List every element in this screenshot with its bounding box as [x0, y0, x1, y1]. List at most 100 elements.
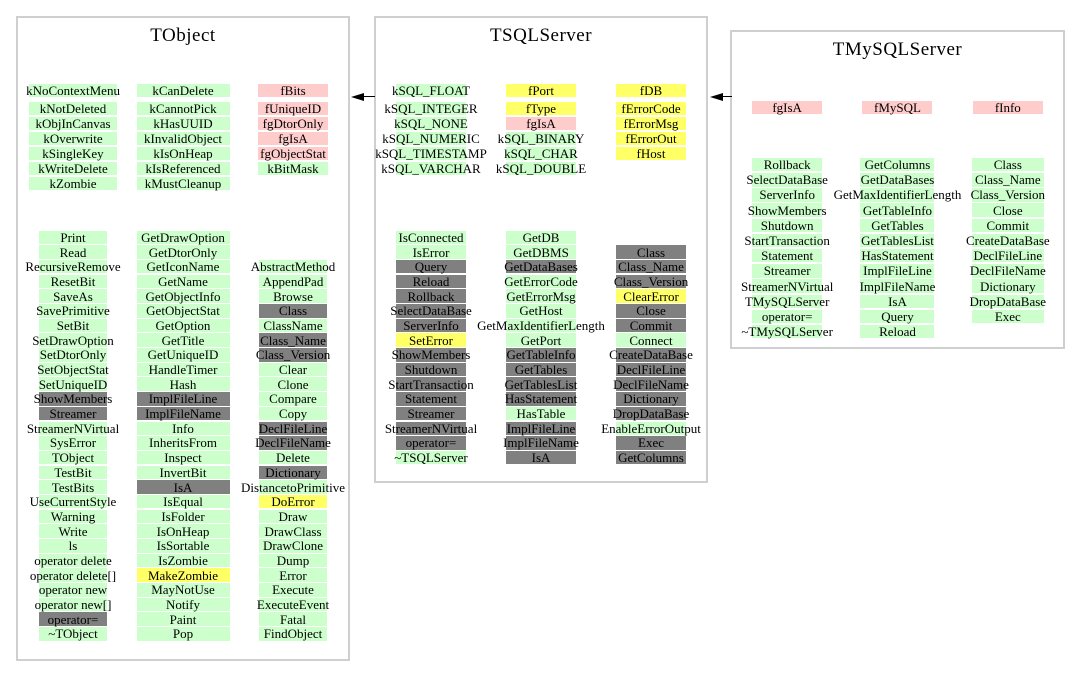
member-item[interactable]: operator delete [34, 552, 112, 568]
member-item[interactable]: GetObjectStat [136, 304, 230, 318]
member-item[interactable]: ImplFileLine [860, 264, 935, 278]
member-item[interactable]: kIsOnHeap [136, 146, 230, 161]
member-item[interactable]: Class [259, 304, 327, 318]
member-item[interactable]: Inspect [136, 450, 230, 465]
member-item[interactable]: ImplFileName [136, 406, 230, 421]
member-item[interactable]: kSQL_FLOAT [392, 83, 471, 98]
member-item[interactable]: fErrorMsg [616, 116, 686, 131]
member-item[interactable]: kCannotPick [136, 101, 230, 116]
member-item[interactable]: kIsReferenced [136, 161, 230, 176]
member-item[interactable]: kSQL_VARCHAR [381, 161, 481, 176]
member-item[interactable]: fgObjectStat [258, 146, 328, 161]
member-item[interactable]: HasStatement [504, 391, 578, 407]
member-item[interactable]: fgIsA [258, 131, 328, 146]
member-item[interactable]: ~TSQLServer [394, 450, 468, 466]
member-item[interactable]: InheritsFrom [136, 436, 230, 450]
member-item[interactable]: Paint [136, 612, 230, 626]
member-item[interactable]: StreamerNVirtual [740, 278, 834, 294]
member-item[interactable]: GetDataBases [860, 172, 935, 188]
member-item[interactable]: Compare [259, 392, 327, 406]
member-item[interactable]: GetTablesList [504, 376, 578, 392]
member-item[interactable]: SelectDataBase [390, 303, 472, 319]
member-item[interactable]: kZombie [29, 176, 117, 191]
member-item[interactable]: kSQL_TIMESTAMP [375, 146, 487, 161]
member-item[interactable]: Query [396, 259, 466, 274]
member-item[interactable]: DoError [259, 494, 327, 509]
member-item[interactable]: Dump [259, 553, 327, 568]
member-item[interactable]: UseCurrentStyle [29, 494, 117, 510]
member-item[interactable]: ClearError [616, 289, 686, 303]
member-item[interactable]: Class_Version [613, 273, 689, 289]
member-item[interactable]: IsA [136, 480, 230, 494]
member-item[interactable]: Class [616, 245, 686, 259]
member-item[interactable]: kWriteDelete [29, 161, 117, 176]
member-item[interactable]: SysError [39, 436, 107, 450]
member-item[interactable]: Statement [396, 392, 466, 406]
member-item[interactable]: Class_Name [616, 259, 686, 274]
member-item[interactable]: kBitMask [258, 161, 328, 176]
member-item[interactable]: HasStatement [860, 248, 935, 264]
member-item[interactable]: kMustCleanup [136, 176, 230, 191]
member-item[interactable]: kSQL_NONE [394, 116, 468, 131]
member-item[interactable]: Class_Version [255, 347, 331, 363]
member-item[interactable]: IsEqual [136, 494, 230, 509]
member-item[interactable]: GetTableInfo [860, 203, 935, 217]
member-item[interactable]: GetTables [860, 218, 935, 233]
member-item[interactable]: DeclFileName [969, 263, 1046, 279]
member-item[interactable]: fErrorCode [616, 101, 686, 116]
member-item[interactable]: Close [971, 203, 1044, 217]
member-item[interactable]: Read [39, 245, 107, 259]
member-item[interactable]: Warning [39, 509, 107, 524]
member-item[interactable]: SelectDataBase [746, 172, 828, 188]
member-item[interactable]: ClassName [259, 318, 327, 333]
member-item[interactable]: DropDataBase [612, 406, 690, 422]
member-item[interactable]: operator= [396, 436, 466, 450]
member-item[interactable]: kSQL_DOUBLE [495, 161, 587, 176]
member-item[interactable]: Print [39, 230, 107, 245]
member-item[interactable]: Info [136, 421, 230, 436]
member-item[interactable]: Rollback [396, 289, 466, 303]
member-item[interactable]: IsA [860, 294, 935, 309]
member-item[interactable]: Commit [971, 218, 1044, 233]
member-item[interactable]: MayNotUse [136, 583, 230, 597]
member-item[interactable]: Delete [259, 450, 327, 465]
member-item[interactable]: IsZombie [136, 553, 230, 568]
member-item[interactable]: HandleTimer [136, 362, 230, 377]
member-item[interactable]: operator new [38, 582, 108, 598]
member-item[interactable]: RecursiveRemove [25, 259, 121, 275]
member-item[interactable]: StreamerNVirtual [26, 420, 120, 436]
member-item[interactable]: Pop [136, 627, 230, 641]
member-item[interactable]: ~TMySQLServer [741, 324, 833, 340]
member-item[interactable]: fgIsA [752, 100, 823, 115]
member-item[interactable]: operator= [752, 309, 823, 324]
member-item[interactable]: StreamerNVirtual [384, 420, 478, 436]
member-item[interactable]: kOverwrite [29, 131, 117, 146]
member-item[interactable]: DrawClass [259, 524, 327, 538]
member-item[interactable]: fErrorOut [616, 131, 686, 146]
member-item[interactable]: IsA [506, 450, 576, 465]
member-item[interactable]: Reload [860, 324, 935, 339]
member-item[interactable]: DeclFileName [255, 435, 331, 451]
member-item[interactable]: Dictionary [971, 279, 1044, 293]
member-item[interactable]: fgIsA [506, 116, 576, 131]
member-item[interactable]: TestBit [39, 465, 107, 480]
member-item[interactable]: Commit [616, 318, 686, 333]
member-item[interactable]: ShowMembers [33, 391, 113, 407]
member-item[interactable]: GetTitle [136, 333, 230, 347]
member-item[interactable]: fHost [616, 146, 686, 161]
member-item[interactable]: GetColumns [860, 157, 935, 172]
member-item[interactable]: SetDtorOnly [39, 347, 107, 363]
member-item[interactable]: CreateDataBase [609, 347, 693, 363]
member-item[interactable]: Statement [752, 248, 823, 263]
member-item[interactable]: kNotDeleted [29, 101, 117, 116]
member-item[interactable]: fDB [616, 83, 686, 98]
member-item[interactable]: GetColumns [616, 450, 686, 465]
member-item[interactable]: Dictionary [616, 392, 686, 406]
member-item[interactable]: fType [506, 101, 576, 116]
member-item[interactable]: kSQL_INTEGER [384, 101, 478, 116]
member-item[interactable]: DeclFileLine [971, 248, 1044, 264]
member-item[interactable]: Clear [259, 362, 327, 377]
member-item[interactable]: Execute [259, 583, 327, 597]
member-item[interactable]: ImplFileName [859, 278, 936, 294]
member-item[interactable]: IsOnHeap [136, 524, 230, 538]
